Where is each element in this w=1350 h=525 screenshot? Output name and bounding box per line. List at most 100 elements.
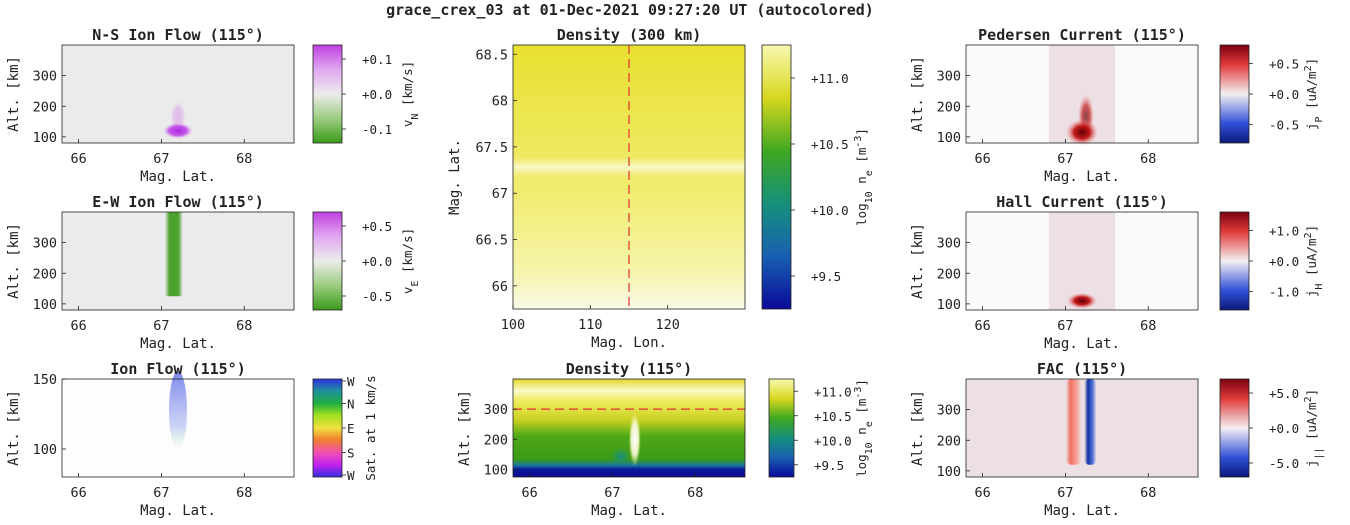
- y-tick-label: 100: [937, 464, 961, 480]
- x-tick-label: 66: [974, 318, 990, 334]
- y-tick-label: 300: [33, 69, 57, 85]
- y-tick-label: 100: [937, 130, 961, 146]
- ion-flow-xlabel: Mag. Lat.: [140, 503, 216, 519]
- colorbar-tick-label: +10.5: [811, 137, 849, 152]
- colorbar-fill: [312, 44, 343, 144]
- colorbar-label: jP [uA/m2]: [1303, 58, 1325, 130]
- ns-ion-flow-panel: N-S Ion Flow (115°) 66 67 68 100 200 300 Mag. L…: [6, 26, 421, 185]
- ew-ion-flow-colorbar: +0.5 +0.0 -0.5 vE [km/s]: [312, 211, 421, 311]
- colorbar-label: vE [km/s]: [400, 228, 421, 294]
- x-tick-label: 66: [70, 485, 86, 501]
- x-tick-label: 66: [974, 485, 990, 501]
- pedersen-current-xlabel: Mag. Lat.: [1044, 169, 1120, 185]
- hall-current-title: Hall Current (115°): [996, 193, 1168, 211]
- colorbar-tick-label: +9.5: [811, 269, 841, 284]
- pedersen-current-frame: [965, 44, 1199, 144]
- fac-colorbar: +5.0 +0.0 -5.0 j|| [uA/m2]: [1219, 378, 1325, 478]
- colorbar-tick-label: +11.0: [811, 71, 849, 86]
- fac-title: FAC (115°): [1037, 360, 1127, 378]
- x-tick-label: 68: [236, 151, 252, 167]
- pedersen-current-title: Pedersen Current (115°): [978, 26, 1186, 44]
- x-tick-label: 68: [1140, 318, 1156, 334]
- colorbar-tick-label: W: [347, 374, 355, 389]
- hall-current-blob: [1067, 292, 1097, 309]
- y-tick-label: 200: [937, 433, 961, 449]
- density-300km-panel: Density (300 km) 100 110 120 66 66.5 67 67.5 68 6…: [447, 26, 875, 351]
- colorbar-tick-label: +9.5: [814, 458, 844, 473]
- colorbar-tick-label: +0.0: [1269, 254, 1299, 269]
- colorbar-label: Sat. at 1 km/s: [363, 375, 378, 480]
- colorbar-tick-label: +0.5: [1269, 56, 1299, 71]
- y-tick-label: 66.5: [475, 233, 508, 249]
- ew-ion-flow-frame: [61, 211, 295, 311]
- x-tick-label: 66: [521, 485, 537, 501]
- ew-ion-flow-title: E-W Ion Flow (115°): [92, 193, 264, 211]
- ion-flow-ylabel: Alt. [km]: [6, 390, 22, 466]
- fac-frame: [965, 378, 1199, 478]
- density-115-title: Density (115°): [566, 360, 692, 378]
- colorbar-tick-label: +0.0: [1269, 87, 1299, 102]
- x-tick-label: 68: [687, 485, 703, 501]
- y-tick-label: 100: [33, 297, 57, 313]
- x-tick-label: 120: [655, 317, 679, 333]
- hall-current-panel: Hall Current (115°) 66 67 68 100 200 300 Mag. L…: [910, 193, 1325, 352]
- ns-ion-flow-xlabel: Mag. Lat.: [140, 169, 216, 185]
- ion-flow-column: [169, 371, 187, 450]
- colorbar-tick-label: +0.5: [362, 219, 392, 234]
- y-tick-label: 100: [33, 130, 57, 146]
- x-tick-label: 100: [501, 317, 525, 333]
- density-115-xlabel: Mag. Lat.: [591, 503, 667, 519]
- y-tick-label: 300: [33, 236, 57, 252]
- hall-current-frame: [965, 211, 1199, 311]
- y-tick-label: 68.5: [475, 47, 508, 63]
- colorbar-tick-label: -0.5: [1269, 118, 1299, 133]
- ion-flow-frame: [61, 378, 295, 478]
- x-tick-label: 68: [236, 485, 252, 501]
- hall-current-colorbar: +1.0 +0.0 -1.0 jH [uA/m2]: [1219, 211, 1325, 311]
- x-tick-label: 67: [604, 485, 620, 501]
- colorbar-tick-label: -0.5: [362, 289, 392, 304]
- density-115-ylabel: Alt. [km]: [457, 390, 473, 466]
- pedersen-current-ylabel: Alt. [km]: [910, 56, 926, 132]
- fac-negative-sheet: [1084, 379, 1097, 465]
- colorbar-tick-label: +0.0: [1269, 421, 1299, 436]
- density-115-colorbar: +11.0 +10.5 +10.0 +9.5 log10 ne [m-3]: [768, 378, 875, 478]
- pedersen-current-colorbar: +0.5 +0.0 -0.5 jP [uA/m2]: [1219, 44, 1325, 144]
- colorbar-fill: [761, 44, 792, 310]
- x-tick-label: 68: [236, 318, 252, 334]
- density-300km-ylabel: Mag. Lat.: [447, 139, 463, 215]
- density-115-field: [513, 379, 745, 477]
- y-tick-label: 200: [937, 99, 961, 115]
- x-tick-label: 68: [1140, 485, 1156, 501]
- colorbar-tick-label: -0.1: [362, 122, 392, 137]
- y-tick-label: 300: [484, 402, 508, 418]
- fac-ylabel: Alt. [km]: [910, 390, 926, 466]
- colorbar-fill: [312, 378, 343, 478]
- colorbar-label: vN [km/s]: [400, 61, 421, 127]
- colorbar-tick-label: +10.5: [814, 409, 852, 424]
- y-tick-label: 67: [492, 186, 508, 202]
- x-tick-label: 67: [1057, 151, 1073, 167]
- density-300km-title: Density (300 km): [557, 26, 702, 44]
- y-tick-label: 300: [937, 403, 961, 419]
- ns-ion-flow-title: N-S Ion Flow (115°): [92, 26, 264, 44]
- y-tick-label: 150: [33, 372, 57, 388]
- y-tick-label: 300: [937, 236, 961, 252]
- x-tick-label: 67: [1057, 485, 1073, 501]
- y-tick-label: 66: [492, 279, 508, 295]
- colorbar-tick-label: +10.0: [814, 433, 852, 448]
- fac-panel: FAC (115°) 66 67 68 100 200 300 Mag. Lat. Alt. […: [910, 360, 1325, 519]
- colorbar-fill: [768, 378, 795, 478]
- density-115-panel: Density (115°) 66 67 68 100 200 300 Mag. Lat. Al…: [457, 360, 875, 519]
- fac-positive-sheet: [1065, 379, 1082, 465]
- x-tick-label: 66: [974, 151, 990, 167]
- ew-ion-flow-ylabel: Alt. [km]: [6, 223, 22, 299]
- hall-current-xlabel: Mag. Lat.: [1044, 336, 1120, 352]
- ns-ion-flow-colorbar: +0.1 +0.0 -0.1 vN [km/s]: [312, 44, 421, 144]
- colorbar-label: jH [uA/m2]: [1303, 225, 1325, 297]
- y-tick-label: 100: [937, 297, 961, 313]
- colorbar-label: log10 ne [m-3]: [853, 128, 875, 226]
- colorbar-tick-label: N: [347, 397, 355, 412]
- y-tick-label: 68: [492, 94, 508, 110]
- y-tick-label: 200: [33, 266, 57, 282]
